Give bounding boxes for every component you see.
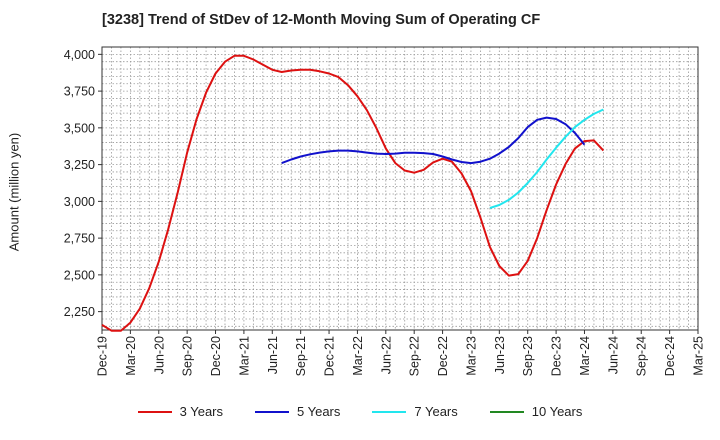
x-tick-label: Mar-20: [124, 336, 138, 376]
x-tick-label: Mar-24: [578, 336, 592, 376]
x-tick-label: Jun-22: [379, 336, 393, 374]
legend-swatch: [255, 410, 289, 413]
x-tick-label: Jun-20: [152, 336, 166, 374]
legend-item: 7 Years: [372, 404, 458, 419]
x-tick-label: Jun-23: [493, 336, 507, 374]
x-tick-label: Mar-21: [237, 336, 251, 376]
x-tick-label: Sep-22: [408, 336, 422, 376]
y-tick-label: 3,250: [64, 158, 95, 172]
legend-item: 3 Years: [137, 404, 223, 419]
legend-swatch: [489, 410, 524, 413]
plot-area: 2,250 2,500 2,750 3,000 3,250 3,500 3,750 4,000…: [64, 46, 706, 376]
legend-label: 7 Years: [414, 404, 458, 419]
legend-item: 5 Years: [255, 404, 340, 419]
y-tick-label: 2,250: [64, 305, 95, 319]
legend-item: 10 Years: [489, 404, 583, 419]
x-tick-label: Dec-23: [550, 336, 564, 376]
chart-title: [3238] Trend of StDev of 12-Month Moving…: [102, 12, 541, 28]
x-tick-label: Dec-19: [96, 336, 110, 376]
x-tick-label: Sep-23: [521, 336, 535, 376]
x-tick-label: Jun-24: [606, 336, 620, 374]
y-tick-label: 3,000: [64, 195, 95, 209]
legend-swatch: [372, 410, 407, 413]
series-line-7-years: [489, 108, 604, 209]
legend-label: 10 Years: [531, 404, 583, 419]
series-line-3-years: [101, 54, 605, 332]
y-tick-label: 2,750: [64, 232, 95, 246]
legend-label: 3 Years: [179, 404, 223, 419]
x-tick-label: Dec-21: [323, 336, 337, 376]
x-tick-label: Sep-24: [635, 336, 649, 376]
plot-frame: [101, 46, 699, 331]
y-tick-label: 3,500: [64, 121, 95, 135]
x-tick-label: Sep-20: [181, 336, 195, 376]
x-tick-label: Sep-21: [294, 336, 308, 376]
x-tick-label: Jun-21: [266, 336, 280, 374]
x-tick-label: Mar-22: [351, 336, 365, 376]
x-tick-label: Dec-20: [209, 336, 223, 376]
x-tick-label: Mar-23: [464, 336, 478, 376]
legend-swatch: [137, 410, 172, 413]
y-tick-label: 3,750: [64, 85, 95, 99]
x-tick-label: Dec-24: [663, 336, 677, 376]
x-tick-label: Mar-25: [692, 336, 706, 376]
y-tick-label: 4,000: [64, 48, 95, 62]
y-tick-label: 2,500: [64, 268, 95, 282]
legend-label: 5 Years: [297, 404, 341, 419]
series-line-5-years: [281, 116, 586, 165]
x-tick-label: Dec-22: [436, 336, 450, 376]
legend: 3 Years 5 Years 7 Years 10 Years: [0, 404, 720, 419]
